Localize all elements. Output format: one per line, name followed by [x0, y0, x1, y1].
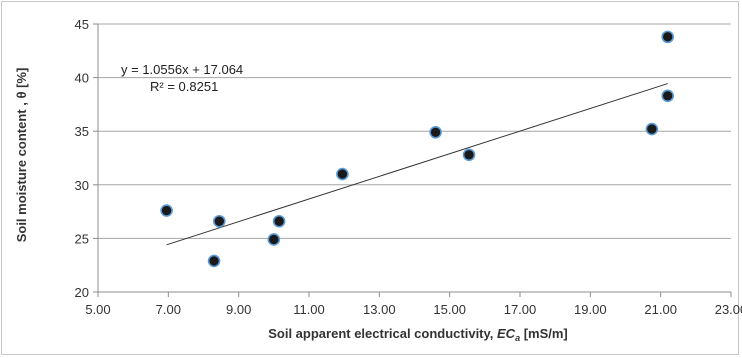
trendline-group — [166, 83, 668, 246]
trendline-equation: y = 1.0556x + 17.064 — [121, 62, 243, 77]
data-point — [661, 89, 675, 103]
trendline — [166, 83, 668, 246]
data-point — [661, 30, 675, 44]
x-tick-label: 5.00 — [85, 302, 110, 317]
y-tick-label: 45 — [75, 17, 89, 32]
data-point — [645, 122, 659, 136]
data-point — [160, 204, 173, 217]
data-point — [267, 233, 281, 246]
y-tick-label: 40 — [75, 71, 89, 86]
y-tick-label: 25 — [75, 231, 89, 246]
data-point — [429, 125, 442, 139]
x-tick-label: 17.00 — [504, 302, 537, 317]
grid-lines — [98, 23, 731, 239]
axes — [93, 23, 732, 297]
x-tick-labels: 5.00 7.00 9.00 11.00 13.00 15.00 17.00 19.00 21.… — [85, 302, 742, 317]
data-point — [272, 214, 286, 228]
x-tick-label: 15.00 — [433, 302, 466, 317]
x-tick-label: 23.00 — [715, 302, 742, 317]
data-point — [213, 214, 226, 228]
x-tick-label: 11.00 — [293, 302, 325, 317]
data-point — [336, 167, 349, 181]
y-axis-label: Soil moisture content , θ [%] — [14, 68, 29, 243]
y-tick-label: 35 — [75, 124, 89, 139]
data-point — [462, 148, 476, 162]
x-tick-label: 7.00 — [156, 302, 181, 317]
y-tick-label: 20 — [75, 285, 89, 300]
y-tick-label: 30 — [75, 178, 89, 193]
x-tick-label: 9.00 — [226, 302, 251, 317]
y-tick-labels: 20 25 30 35 40 45 — [75, 17, 89, 300]
data-point — [207, 254, 221, 268]
x-tick-label: 19.00 — [574, 302, 607, 317]
x-tick-label: 21.00 — [644, 302, 677, 317]
x-axis-label: Soil apparent electrical conductivity, E… — [268, 326, 568, 343]
x-tick-label: 13.00 — [363, 302, 396, 317]
data-points — [160, 30, 675, 268]
trendline-r-squared: R² = 0.8251 — [150, 79, 218, 94]
